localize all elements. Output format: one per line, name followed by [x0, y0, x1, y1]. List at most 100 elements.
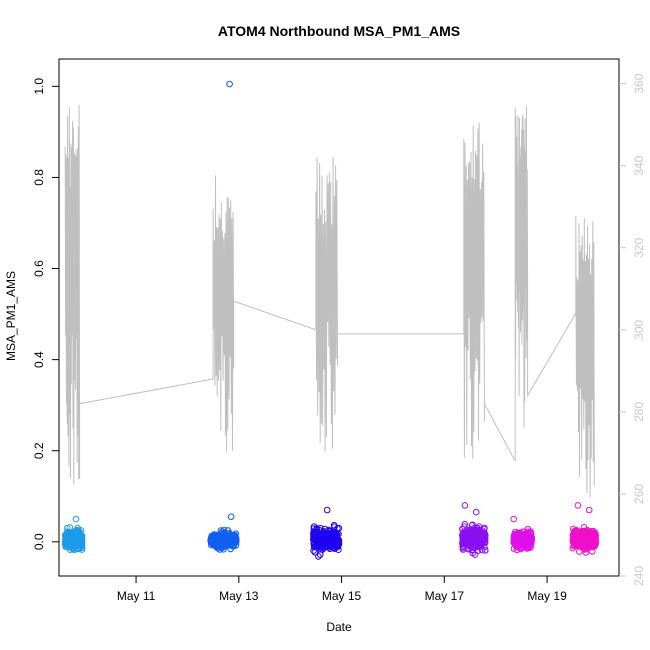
scatter-point [573, 541, 581, 549]
scatter-point [470, 541, 478, 548]
scatter-point [207, 537, 214, 544]
scatter-point [582, 542, 590, 549]
scatter-point [317, 524, 324, 532]
scatter-point [74, 535, 82, 542]
scatter-point [481, 539, 488, 547]
y-axis-label: MSA_PM1_AMS [4, 271, 18, 361]
scatter-point [583, 545, 591, 552]
scatter-point [480, 530, 488, 537]
scatter-point [214, 545, 222, 552]
scatter-point [512, 538, 520, 546]
y-tick-label: 0.4 [32, 351, 46, 368]
scatter-point [516, 537, 524, 545]
scatter-point [220, 538, 227, 546]
chart-title: ATOM4 Northbound MSA_PM1_AMS [218, 23, 460, 39]
y-tick-label: 0.0 [32, 533, 46, 550]
scatter-point [574, 527, 581, 535]
scatter-point [515, 538, 522, 546]
scatter-layer [61, 80, 600, 560]
scatter-point [474, 540, 482, 548]
scatter-point [587, 541, 595, 548]
scatter-point [478, 546, 486, 554]
scatter-point [323, 533, 330, 540]
scatter-point-outlier [472, 508, 480, 516]
y2-tick-label: 260 [632, 484, 646, 504]
x-tick-label: May 17 [425, 589, 465, 603]
scatter-point-outlier [574, 502, 582, 509]
scatter-point [481, 547, 489, 554]
scatter-point-outlier [510, 515, 518, 523]
scatter-point [327, 531, 334, 539]
scatter-point [586, 530, 594, 537]
y2-tick-label: 360 [632, 73, 646, 93]
scatter-point [469, 549, 477, 557]
scatter-point [317, 543, 325, 551]
scatter-point [572, 532, 580, 540]
scatter-point [310, 530, 317, 538]
scatter-point [582, 549, 590, 556]
scatter-point [579, 531, 587, 538]
x-tick-label: May 11 [117, 589, 156, 603]
scatter-point [511, 532, 518, 540]
scatter-point-outlier [72, 515, 80, 523]
scatter-point [68, 545, 76, 552]
scatter-point [311, 549, 319, 556]
scatter-point [591, 543, 598, 550]
scatter-point [315, 526, 323, 534]
scatter-point [468, 522, 476, 529]
scatter-point [330, 521, 338, 529]
x-tick-label: May 19 [527, 589, 567, 603]
x-axis: May 11 May 13 May 15 May 17 May 19 [117, 576, 567, 603]
scatter-point [316, 551, 324, 558]
scatter-point [524, 542, 531, 549]
scatter-point [208, 541, 215, 549]
scatter-point [317, 539, 324, 547]
scatter-point [325, 538, 333, 546]
scatter-point [333, 531, 341, 538]
scatter-point [517, 531, 525, 538]
scatter-point [227, 540, 234, 547]
y2-tick-label: 280 [632, 402, 646, 422]
scatter-point [472, 526, 479, 534]
scatter-point [68, 536, 76, 544]
y-tick-label: 0.2 [32, 442, 46, 459]
y2-tick-label: 320 [632, 237, 646, 257]
scatter-point [586, 534, 593, 542]
line-series [64, 104, 595, 498]
scatter-point [230, 541, 237, 549]
scatter-point [335, 540, 343, 548]
scatter-point [518, 537, 526, 545]
scatter-point [311, 533, 318, 541]
y-tick-label: 0.8 [32, 169, 46, 186]
scatter-point [574, 534, 582, 541]
scatter-point [525, 537, 532, 545]
y2-tick-label: 240 [632, 566, 646, 586]
y2-tick-label: 300 [632, 319, 646, 339]
x-tick-label: May 13 [219, 589, 259, 603]
scatter-point [66, 533, 74, 541]
y-axis-left: 0.0 0.2 0.4 0.6 0.8 1.0 [32, 78, 59, 550]
scatter-point-outlier [323, 506, 331, 514]
line-series-layer [64, 104, 595, 498]
scatter-point [579, 535, 586, 543]
scatter-point [463, 541, 470, 548]
scatter-point [226, 537, 234, 545]
x-tick-label: May 15 [322, 589, 362, 603]
scatter-point [232, 530, 240, 537]
scatter-point [459, 537, 467, 544]
scatter-point [463, 536, 470, 544]
y-tick-label: 1.0 [32, 78, 46, 95]
scatter-point-outlier [461, 502, 469, 509]
scatter-point [460, 528, 468, 536]
scatter-point [525, 533, 533, 541]
scatter-point-outlier [227, 513, 235, 521]
plot-frame [58, 58, 620, 577]
scatter-point [310, 540, 318, 548]
scatter-point [473, 529, 481, 537]
scatter-point [218, 544, 226, 552]
scatter-point-outlier [226, 80, 233, 88]
y2-tick-label: 340 [632, 155, 646, 175]
scatter-point-outlier [585, 506, 593, 514]
scatter-point-outlier [315, 553, 322, 560]
